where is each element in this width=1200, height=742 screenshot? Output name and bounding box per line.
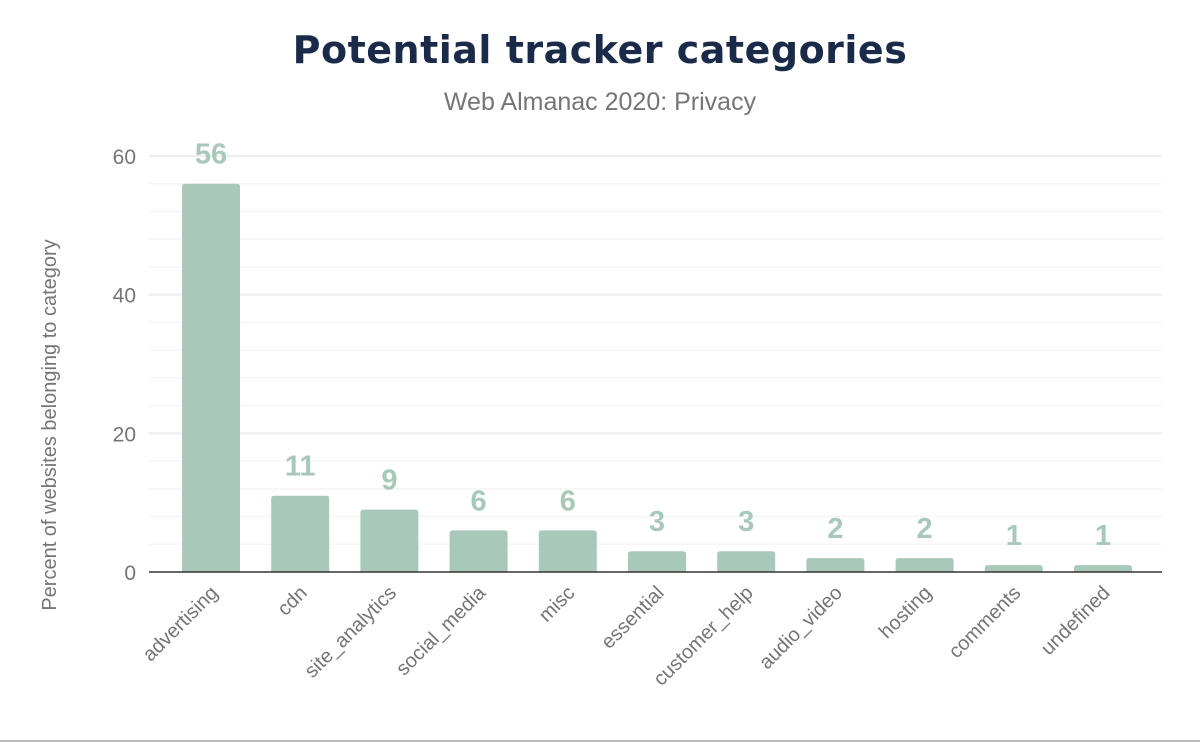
y-tick-label: 60	[113, 146, 136, 169]
chart-title: Potential tracker categories	[292, 28, 908, 72]
bar-social_media	[449, 530, 508, 572]
bar-essential	[628, 551, 686, 572]
x-tick-label: hosting	[875, 582, 936, 643]
y-axis-label: Percent of websites belonging to categor…	[39, 239, 61, 610]
data-label: 1	[1006, 520, 1022, 552]
x-tick-label: audio_video	[755, 582, 847, 674]
data-label: 1	[1095, 520, 1111, 552]
bar-site_analytics	[360, 509, 419, 572]
data-label: 3	[738, 506, 754, 538]
data-label: 2	[827, 513, 843, 545]
chart-subtitle: Web Almanac 2020: Privacy	[443, 88, 757, 116]
x-tick-label: social_media	[392, 581, 491, 680]
x-tick-label: comments	[945, 582, 1026, 663]
x-tick-label: cdn	[273, 582, 311, 620]
x-tick-label: site_analytics	[300, 582, 400, 682]
data-label: 56	[195, 139, 227, 171]
x-tick-label: undefined	[1037, 582, 1115, 660]
x-tick-label: advertising	[139, 582, 223, 666]
data-label: 6	[471, 485, 487, 517]
bar-undefined	[1074, 565, 1132, 572]
bar-advertising	[182, 183, 240, 572]
bar-misc	[538, 530, 597, 572]
y-tick-label: 0	[124, 562, 136, 585]
data-label: 3	[649, 506, 665, 538]
y-tick-label: 20	[113, 423, 136, 446]
y-tick-label: 40	[113, 285, 136, 308]
data-label: 9	[381, 465, 397, 497]
bar-comments	[984, 565, 1043, 572]
bar-audio_video	[806, 558, 865, 572]
x-tick-label: misc	[535, 582, 580, 627]
data-label: 11	[285, 451, 316, 483]
data-label: 2	[917, 513, 933, 545]
divider	[0, 740, 1200, 742]
data-label: 6	[560, 485, 576, 517]
bar-customer_help	[717, 551, 776, 572]
bar-cdn	[271, 495, 330, 572]
x-tick-label: essential	[597, 582, 668, 653]
bar-hosting	[895, 558, 954, 572]
